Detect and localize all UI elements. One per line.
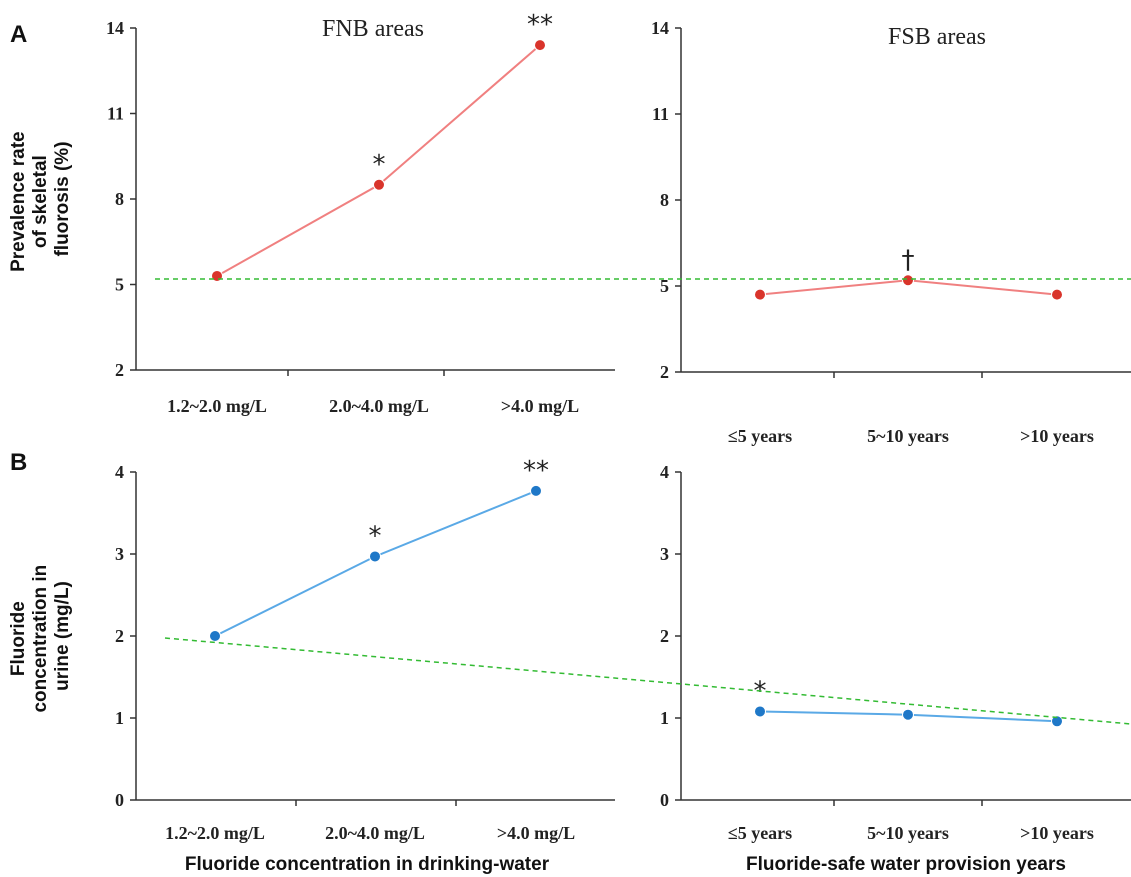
data-point: [369, 550, 381, 563]
y-tick-label: 1: [660, 708, 669, 728]
x-tick-label: >10 years: [1020, 426, 1094, 446]
data-point: [1051, 715, 1063, 728]
chart-1: 2 5 8 11 14 1.2~2.0 mg/L 2.0~4.0 mg/L >4.0 mg/L…: [106, 10, 615, 416]
x-tick-label: 5~10 years: [867, 823, 949, 843]
y-tick-label: 0: [660, 790, 669, 810]
y-tick-label: 2: [115, 360, 124, 380]
significance-marker: *: [373, 150, 386, 180]
y-axis-label-a-line-3: fluorosis (%): [52, 141, 73, 256]
series-line: [214, 489, 537, 637]
x-tick-label: ≤5 years: [728, 823, 792, 843]
significance-marker: **: [527, 10, 553, 40]
data-point: [754, 705, 766, 718]
data-point: [1051, 288, 1063, 301]
x-tick-label: >4.0 mg/L: [501, 396, 579, 416]
y-tick-label: 1: [115, 708, 124, 728]
x-axis-label-left: Fluoride concentration in drinking-water: [185, 854, 550, 875]
y-axis-label-b-line-2: concentration in: [30, 565, 51, 713]
x-tick-label: ≤5 years: [728, 426, 792, 446]
y-axis-label-a: Prevalence rate of skeletal fluorosis (%…: [8, 126, 73, 272]
panel-label-a: A: [10, 21, 27, 48]
significance-marker: *: [369, 521, 382, 551]
x-tick-label: 1.2~2.0 mg/L: [167, 396, 267, 416]
chart-title: FNB areas: [322, 16, 424, 42]
y-tick-label: 8: [660, 190, 669, 210]
x-tick-label: 5~10 years: [867, 426, 949, 446]
data-point: [211, 269, 223, 282]
data-point: [902, 708, 914, 721]
y-tick-label: 5: [660, 276, 669, 296]
y-tick-label: 2: [115, 626, 124, 646]
x-tick-label: >4.0 mg/L: [497, 823, 575, 843]
y-tick-label: 3: [660, 544, 669, 564]
y-tick-label: 8: [115, 189, 124, 209]
x-tick-label: >10 years: [1020, 823, 1094, 843]
data-point: [373, 178, 385, 191]
significance-marker: †: [902, 245, 915, 275]
y-tick-label: 2: [660, 362, 669, 382]
y-tick-label: 2: [660, 626, 669, 646]
y-axis-label-b-line-1: Fluoride: [8, 601, 29, 676]
y-tick-label: 4: [660, 462, 669, 482]
x-tick-label: 2.0~4.0 mg/L: [325, 823, 425, 843]
y-tick-label: 14: [106, 18, 124, 38]
significance-marker: **: [523, 456, 549, 486]
y-tick-label: 5: [115, 275, 124, 295]
y-tick-label: 4: [115, 462, 124, 482]
data-point: [902, 274, 914, 287]
chart-title: FSB areas: [888, 24, 986, 50]
data-point: [754, 288, 766, 301]
y-tick-label: 14: [651, 18, 669, 38]
x-tick-label: 1.2~2.0 mg/L: [165, 823, 265, 843]
x-tick-label: 2.0~4.0 mg/L: [329, 396, 429, 416]
y-axis-label-a-line-2: of skeletal: [30, 155, 51, 248]
y-tick-label: 3: [115, 544, 124, 564]
data-point: [530, 484, 542, 497]
y-axis-label-a-line-1: Prevalence rate: [8, 131, 29, 272]
data-point: [534, 39, 546, 52]
panel-label-b: B: [10, 449, 27, 476]
chart-2: 2 5 8 11 14 ≤5 years 5~10 years >10 years FSB ar…: [651, 18, 1131, 446]
x-axis-label-right: Fluoride-safe water provision years: [746, 854, 1066, 875]
y-axis-label-b-line-3: urine (mg/L): [52, 581, 73, 691]
reference-line-bottom: [164, 637, 1131, 725]
y-tick-label: 0: [115, 790, 124, 810]
y-tick-label: 11: [652, 104, 669, 124]
y-axis-label-b: Fluoride concentration in urine (mg/L): [8, 559, 73, 712]
data-point: [209, 630, 221, 642]
y-tick-label: 11: [107, 104, 124, 124]
